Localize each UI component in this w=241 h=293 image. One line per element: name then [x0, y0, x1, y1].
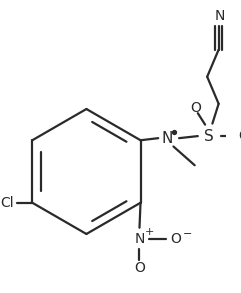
Text: −: − — [183, 229, 193, 239]
Text: Cl: Cl — [0, 196, 13, 210]
Text: O: O — [170, 232, 181, 246]
Text: N: N — [214, 9, 225, 23]
Text: N: N — [162, 131, 173, 146]
Text: S: S — [204, 129, 214, 144]
Text: O: O — [238, 129, 241, 143]
Text: O: O — [190, 101, 201, 115]
Text: N: N — [134, 232, 145, 246]
Text: +: + — [145, 227, 154, 237]
Text: O: O — [134, 261, 145, 275]
